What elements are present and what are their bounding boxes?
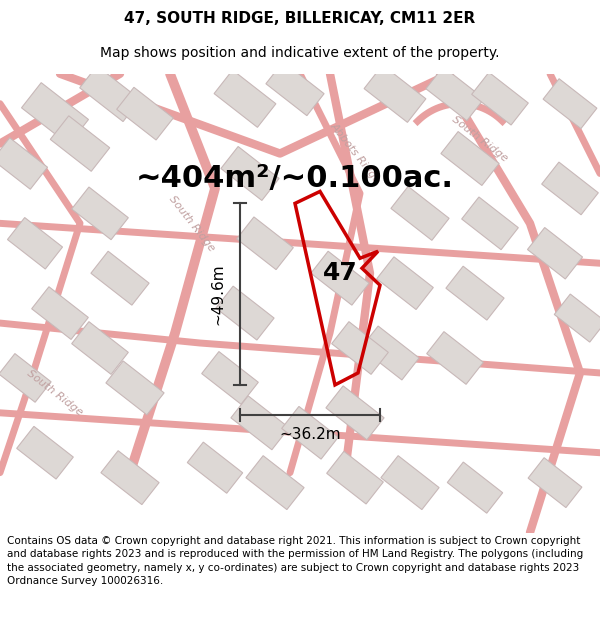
Polygon shape bbox=[216, 286, 274, 340]
Polygon shape bbox=[71, 322, 128, 374]
Text: ~36.2m: ~36.2m bbox=[279, 428, 341, 442]
Polygon shape bbox=[377, 257, 433, 309]
Polygon shape bbox=[528, 458, 582, 508]
Polygon shape bbox=[236, 217, 293, 269]
Text: South Ridge: South Ridge bbox=[450, 114, 510, 163]
Text: Contains OS data © Crown copyright and database right 2021. This information is : Contains OS data © Crown copyright and d… bbox=[7, 536, 583, 586]
Polygon shape bbox=[80, 66, 140, 122]
Polygon shape bbox=[202, 352, 259, 404]
Polygon shape bbox=[543, 79, 597, 129]
Text: ~404m²/~0.100ac.: ~404m²/~0.100ac. bbox=[136, 164, 454, 193]
Polygon shape bbox=[187, 442, 243, 493]
Polygon shape bbox=[461, 197, 518, 250]
Polygon shape bbox=[71, 187, 128, 240]
Polygon shape bbox=[91, 251, 149, 305]
Polygon shape bbox=[311, 251, 369, 305]
Polygon shape bbox=[101, 451, 159, 504]
Polygon shape bbox=[381, 456, 439, 509]
Polygon shape bbox=[361, 326, 419, 380]
Polygon shape bbox=[246, 456, 304, 509]
Polygon shape bbox=[391, 186, 449, 241]
Polygon shape bbox=[22, 82, 88, 144]
Polygon shape bbox=[427, 332, 484, 384]
Polygon shape bbox=[106, 361, 164, 415]
Polygon shape bbox=[527, 228, 583, 279]
Text: Map shows position and indicative extent of the property.: Map shows position and indicative extent… bbox=[100, 46, 500, 60]
Polygon shape bbox=[214, 70, 276, 128]
Polygon shape bbox=[326, 451, 383, 504]
Polygon shape bbox=[266, 62, 324, 116]
Polygon shape bbox=[32, 287, 88, 339]
Polygon shape bbox=[0, 354, 51, 402]
Polygon shape bbox=[472, 72, 529, 125]
Polygon shape bbox=[7, 217, 62, 269]
Polygon shape bbox=[0, 138, 47, 189]
Polygon shape bbox=[446, 266, 504, 320]
Polygon shape bbox=[326, 386, 384, 440]
Polygon shape bbox=[116, 88, 173, 140]
Text: South Ridge: South Ridge bbox=[167, 194, 217, 253]
Polygon shape bbox=[50, 116, 110, 171]
Polygon shape bbox=[554, 294, 600, 342]
Text: ~49.6m: ~49.6m bbox=[211, 263, 226, 325]
Text: Abbots Ridge: Abbots Ridge bbox=[328, 121, 382, 186]
Polygon shape bbox=[332, 322, 388, 374]
Polygon shape bbox=[281, 406, 338, 459]
Polygon shape bbox=[221, 146, 279, 201]
Text: 47, SOUTH RIDGE, BILLERICAY, CM11 2ER: 47, SOUTH RIDGE, BILLERICAY, CM11 2ER bbox=[124, 11, 476, 26]
Text: 47: 47 bbox=[323, 261, 358, 285]
Polygon shape bbox=[231, 396, 289, 450]
Text: South Ridge: South Ridge bbox=[25, 368, 85, 418]
Polygon shape bbox=[17, 426, 73, 479]
Polygon shape bbox=[426, 67, 484, 121]
Polygon shape bbox=[447, 462, 503, 513]
Polygon shape bbox=[441, 131, 499, 186]
Polygon shape bbox=[364, 65, 426, 122]
Polygon shape bbox=[542, 162, 598, 215]
